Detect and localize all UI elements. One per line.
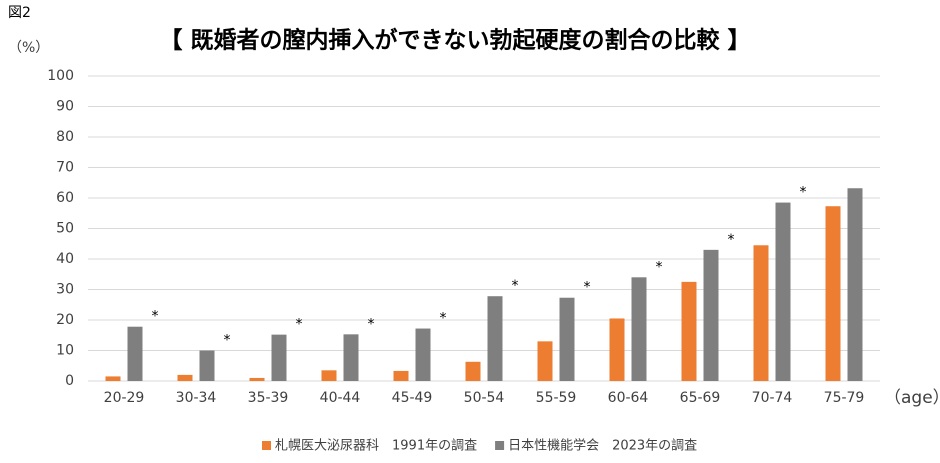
x-tick-label: 70-74 [752,390,793,406]
legend-swatch [262,441,271,450]
annotation: * [728,232,735,248]
y-tick-label: 40 [56,251,74,267]
y-axis-label: （%） [8,40,49,56]
y-tick-label: 50 [56,221,74,237]
bar [487,296,503,381]
x-tick-label: 75-79 [824,390,865,406]
bar [271,334,287,381]
bar [177,374,193,381]
chart-title: 【 既婚者の膣内挿入ができない勃起硬度の割合の比較 】 [159,27,750,54]
bar [559,297,575,381]
x-tick-label: 35-39 [248,390,289,406]
bar [127,326,143,381]
bar [465,361,481,381]
annotation: * [296,317,303,333]
x-tick-label: 60-64 [608,390,649,406]
legend-swatch [495,441,505,450]
annotation: * [440,311,447,327]
x-tick-label: 55-59 [536,390,577,406]
y-tick-label: 60 [56,190,74,206]
y-tick-label: 80 [56,129,74,145]
annotation: * [368,316,375,332]
y-tick-label: 0 [65,373,74,389]
y-tick-label: 100 [47,68,74,84]
legend-label: 日本性機能学会 2023年の調査 [508,438,697,454]
bar [321,370,337,381]
bar [393,370,409,381]
bar [753,245,769,381]
figure-label: 図2 [8,5,31,21]
bar [105,376,121,381]
x-tick-label: 30-34 [176,390,217,406]
legend-label: 札幌医大泌尿器科 1991年の調査 [275,438,477,454]
annotation: * [224,333,231,349]
bar [775,202,791,381]
bar [847,188,863,381]
bar [825,206,841,381]
y-tick-label: 90 [56,99,74,115]
annotation: * [584,280,591,296]
annotation: * [656,259,663,275]
bar [343,334,359,381]
x-tick-label: 20-29 [104,390,145,406]
y-tick-label: 20 [56,312,74,328]
bar [415,328,431,381]
bar [249,377,265,381]
bar [199,350,215,381]
bar [681,281,697,381]
y-tick-label: 70 [56,160,74,176]
bar [703,249,719,381]
annotation: * [800,185,807,201]
x-axis-label: （age） [884,388,940,408]
y-tick-label: 10 [56,343,74,359]
x-tick-label: 50-54 [464,390,505,406]
annotation: * [152,309,159,325]
bar [609,318,625,381]
annotation: * [512,278,519,294]
y-tick-label: 30 [56,282,74,298]
x-tick-label: 40-44 [320,390,361,406]
bar [537,341,553,381]
bar [631,277,647,381]
x-tick-label: 65-69 [680,390,721,406]
x-tick-label: 45-49 [392,390,433,406]
